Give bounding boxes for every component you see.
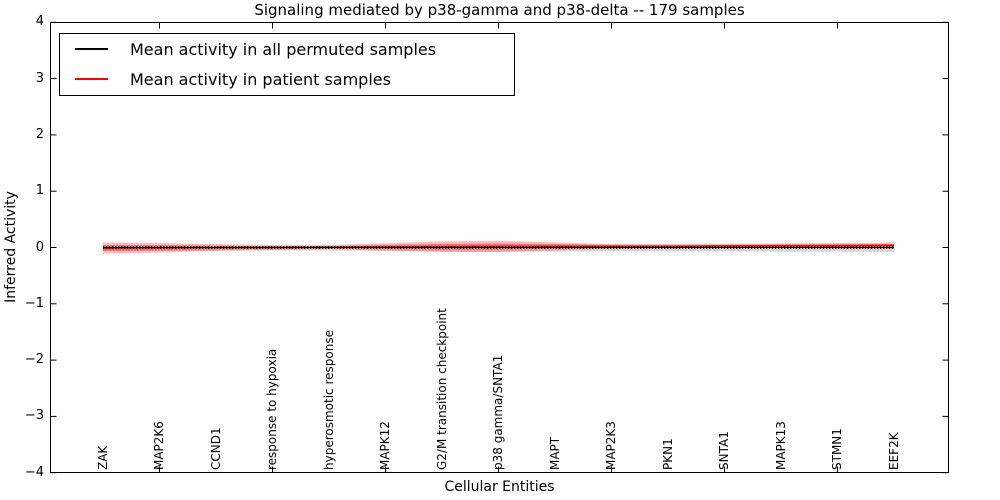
x-tick-label: PKN1 <box>660 438 675 470</box>
legend-label-permuted: Mean activity in all permuted samples <box>130 39 437 59</box>
legend-line-sample-permuted <box>75 48 108 50</box>
x-tick-label: MAPT <box>547 436 562 470</box>
y-tick-label: 4 <box>35 14 44 30</box>
x-tick-label: SNTA1 <box>717 431 731 470</box>
x-tick-label: p38 gamma/SNTA1 <box>491 354 505 470</box>
x-tick-label: MAP2K3 <box>604 421 618 470</box>
x-axis-label: Cellular Entities <box>444 479 555 495</box>
legend-entry-permuted: Mean activity in all permuted samples <box>60 34 514 64</box>
x-tick-label: hyperosmotic response <box>321 330 336 470</box>
x-tick-label: EEF2K <box>886 432 901 470</box>
x-tick-label: response to hypoxia <box>265 348 279 470</box>
y-tick-label: 3 <box>35 70 44 86</box>
legend: Mean activity in all permuted samples Me… <box>59 33 515 96</box>
x-tick-label: MAP2K6 <box>152 421 166 470</box>
x-tick-label: MAPK12 <box>378 421 392 470</box>
y-tick-label: −3 <box>24 408 44 424</box>
x-tick-label: CCND1 <box>208 427 223 470</box>
y-tick-label: −4 <box>24 464 44 480</box>
x-tick-label: STMN1 <box>830 428 844 470</box>
x-tick-label: G2/M transition checkpoint <box>434 308 449 470</box>
chart-title: Signaling mediated by p38-gamma and p38-… <box>254 1 745 19</box>
y-tick-label: 0 <box>35 239 44 255</box>
legend-label-patient: Mean activity in patient samples <box>130 69 391 89</box>
x-tick-label: MAPK13 <box>773 421 788 470</box>
legend-line-sample-patient <box>75 78 108 80</box>
legend-entry-patient: Mean activity in patient samples <box>60 64 514 94</box>
x-tick-label: ZAK <box>95 445 110 470</box>
y-tick-label: 1 <box>35 183 44 199</box>
y-tick-label: 2 <box>35 126 44 142</box>
y-tick-label: −1 <box>24 295 44 311</box>
y-tick-label: −2 <box>24 352 44 368</box>
